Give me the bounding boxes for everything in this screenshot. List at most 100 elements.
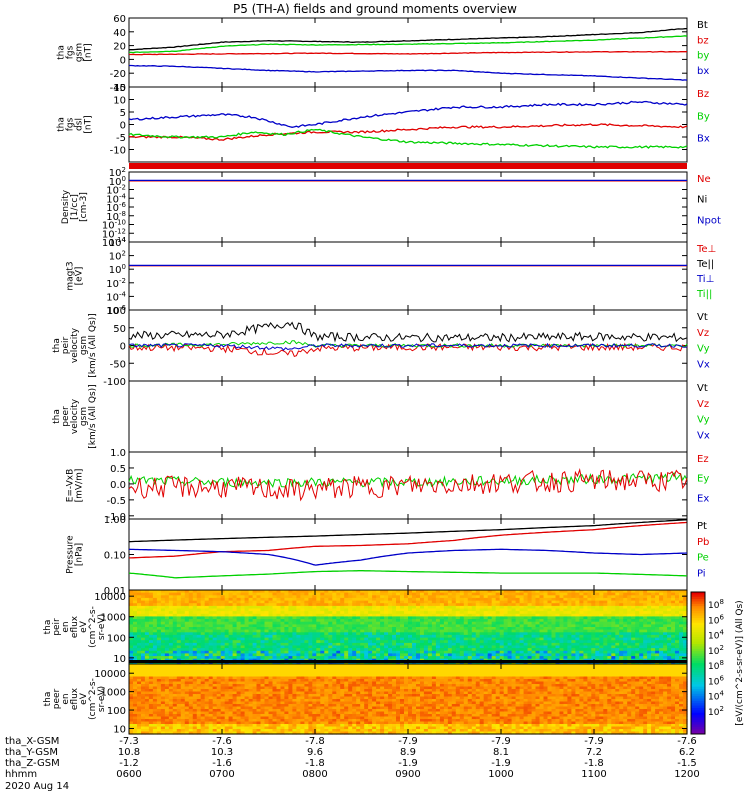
heat-cell bbox=[268, 597, 274, 602]
heat-cell bbox=[176, 681, 182, 685]
heat-cell bbox=[388, 634, 393, 639]
heat-cell bbox=[220, 600, 226, 604]
heat-cell bbox=[352, 595, 357, 599]
heat-cell bbox=[284, 656, 289, 660]
heat-cell bbox=[511, 637, 517, 641]
heat-cell bbox=[216, 648, 222, 652]
heat-cell bbox=[212, 679, 218, 683]
heat-cell bbox=[340, 656, 345, 660]
heat-cell bbox=[256, 640, 262, 644]
heat-cell bbox=[423, 595, 429, 599]
heat-cell bbox=[196, 645, 202, 649]
heat-cell bbox=[563, 605, 568, 610]
heat-cell bbox=[204, 648, 210, 652]
heat-cell bbox=[216, 721, 222, 725]
heat-cell bbox=[188, 600, 194, 604]
heat-cell bbox=[236, 600, 242, 604]
heat-cell bbox=[308, 613, 313, 617]
heat-cell bbox=[503, 603, 509, 607]
heat-cell bbox=[615, 592, 620, 596]
heat-cell bbox=[487, 640, 493, 644]
heat-cell bbox=[491, 616, 497, 620]
heat-cell bbox=[188, 716, 194, 720]
heat-cell bbox=[547, 621, 553, 625]
heat-cell bbox=[499, 600, 505, 604]
heat-cell bbox=[172, 709, 178, 713]
heat-cell bbox=[240, 600, 246, 604]
heat-cell bbox=[188, 674, 194, 678]
heat-cell bbox=[364, 648, 369, 652]
heat-cell bbox=[168, 686, 174, 690]
heat-cell bbox=[503, 611, 509, 615]
heat-cell bbox=[260, 624, 266, 628]
heat-cell bbox=[328, 642, 333, 647]
heat-cell bbox=[420, 621, 425, 625]
heat-cell bbox=[675, 592, 680, 596]
heat-cell bbox=[587, 645, 592, 649]
heat-cell bbox=[248, 632, 254, 636]
heat-cell bbox=[671, 611, 676, 615]
heat-cell bbox=[152, 686, 158, 690]
heat-cell bbox=[563, 632, 568, 636]
heat-cell bbox=[188, 729, 194, 733]
heat-cell bbox=[144, 597, 150, 602]
heat-cell bbox=[188, 611, 194, 615]
heat-cell bbox=[236, 595, 242, 599]
heat-cell bbox=[571, 592, 576, 596]
heat-cell bbox=[288, 642, 293, 647]
heat-cell bbox=[188, 676, 194, 680]
heat-cell bbox=[216, 709, 222, 713]
heat-cell bbox=[228, 684, 234, 688]
heat-cell bbox=[495, 629, 501, 633]
heat-cell bbox=[427, 629, 433, 633]
heat-cell bbox=[372, 645, 377, 649]
heat-cell bbox=[443, 629, 449, 633]
heat-cell bbox=[439, 650, 445, 654]
heat-cell bbox=[499, 634, 505, 639]
heat-cell bbox=[224, 632, 230, 636]
heat-cell bbox=[443, 642, 449, 647]
heat-cell bbox=[200, 674, 206, 678]
heat-cell bbox=[467, 619, 473, 623]
heat-cell bbox=[176, 653, 182, 657]
heat-cell bbox=[451, 619, 457, 623]
heat-cell bbox=[208, 608, 214, 612]
heat-cell bbox=[635, 648, 640, 652]
heat-cell bbox=[547, 608, 553, 612]
heat-cell bbox=[635, 608, 640, 612]
heat-cell bbox=[156, 679, 162, 683]
heat-cell bbox=[200, 664, 206, 668]
heat-cell bbox=[204, 689, 210, 693]
heat-cell bbox=[376, 619, 381, 623]
heat-cell bbox=[487, 592, 493, 596]
heat-cell bbox=[416, 595, 421, 599]
heat-cell bbox=[451, 597, 457, 602]
heat-cell bbox=[252, 590, 258, 594]
heat-cell bbox=[396, 603, 401, 607]
heat-cell bbox=[168, 671, 174, 675]
heat-cell bbox=[180, 600, 186, 604]
heat-cell bbox=[547, 611, 553, 615]
legend-bz: bz bbox=[697, 35, 709, 46]
heat-cell bbox=[264, 595, 270, 599]
heat-cell bbox=[192, 637, 198, 641]
heat-cell bbox=[276, 595, 282, 599]
heat-cell bbox=[671, 619, 676, 623]
heat-cell bbox=[200, 637, 206, 641]
heat-cell bbox=[683, 637, 688, 641]
heat-cell bbox=[220, 674, 226, 678]
heat-cell bbox=[220, 684, 226, 688]
heat-cell bbox=[264, 600, 270, 604]
heat-cell bbox=[571, 605, 576, 610]
heat-cell bbox=[308, 590, 313, 594]
heat-cell bbox=[192, 608, 198, 612]
heat-cell bbox=[268, 603, 274, 607]
heat-cell bbox=[344, 595, 349, 599]
heat-cell bbox=[603, 605, 608, 610]
heat-cell bbox=[427, 603, 433, 607]
heat-cell bbox=[683, 627, 688, 631]
heat-cell bbox=[491, 603, 497, 607]
heat-cell bbox=[575, 603, 580, 607]
heat-cell bbox=[396, 634, 401, 639]
heat-cell bbox=[208, 634, 214, 639]
